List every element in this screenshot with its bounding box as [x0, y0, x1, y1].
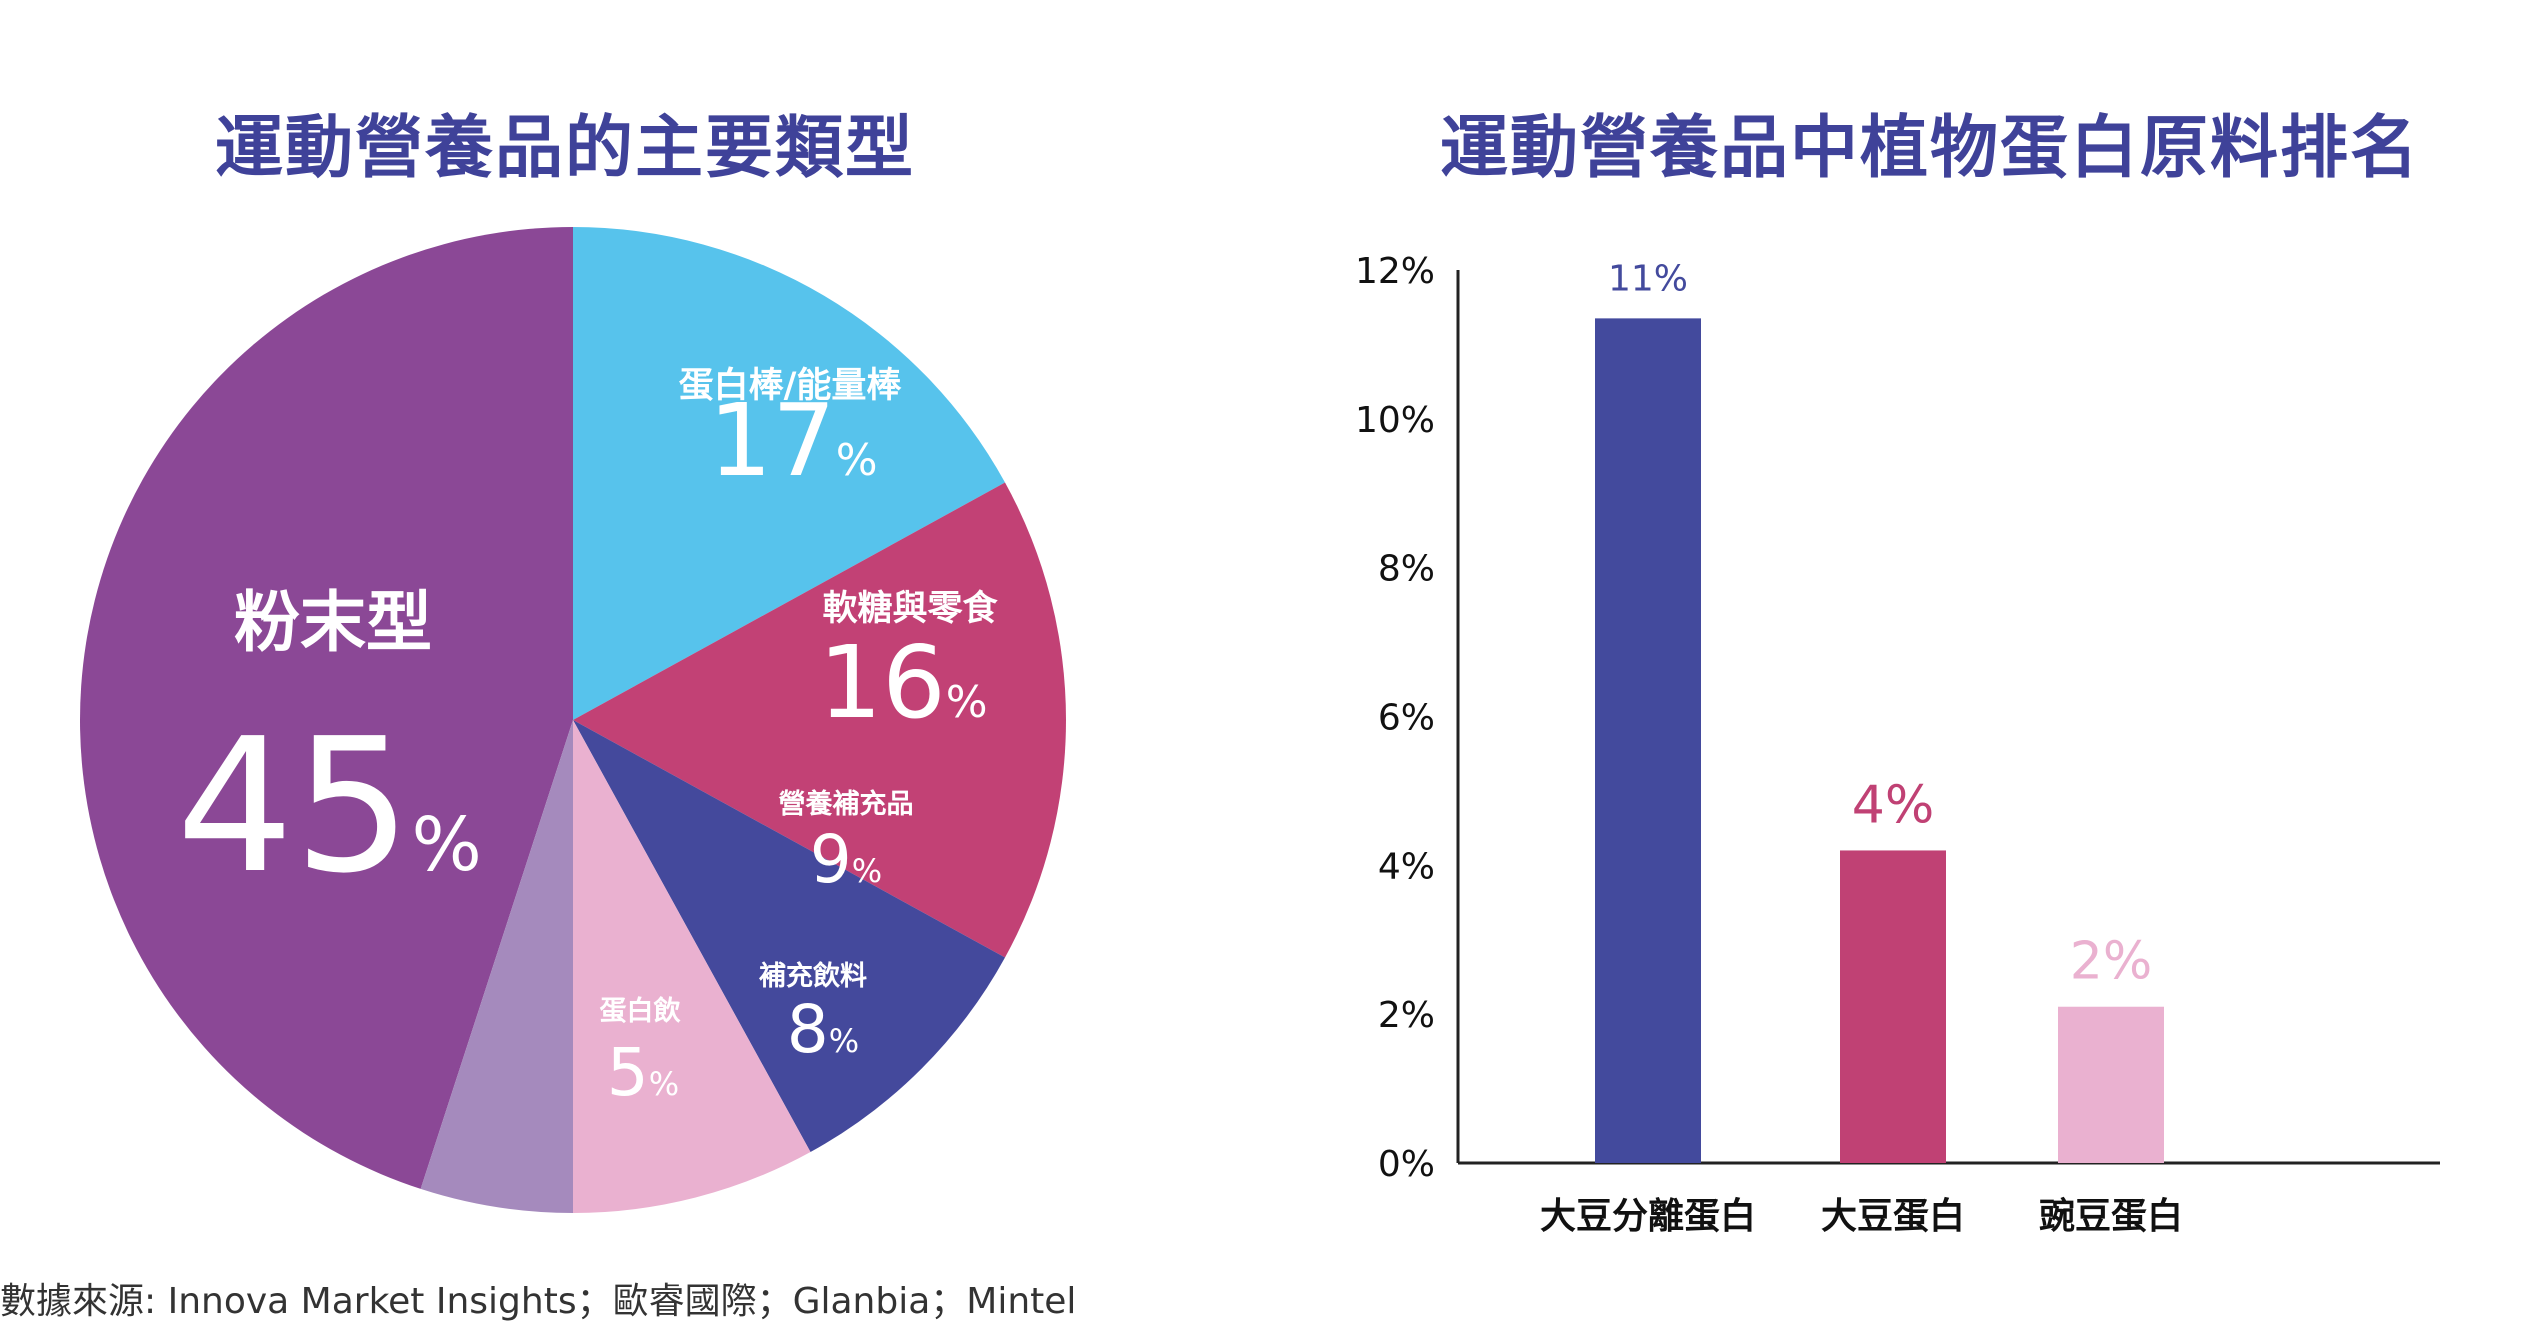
- pie-slice-label: 補充飲料: [758, 960, 867, 992]
- pie-slice-value: 45%: [176, 698, 482, 914]
- source-note: 數據來源: Innova Market Insights；歐睿國際；Glanbi…: [0, 1281, 1077, 1322]
- pie-slice-label: 粉末型: [234, 584, 432, 661]
- x-category-label: 大豆蛋白: [1821, 1196, 1965, 1237]
- y-tick-label: 10%: [1355, 400, 1435, 441]
- pie-slice: [420, 720, 573, 1213]
- x-category-label: 大豆分離蛋白: [1540, 1196, 1756, 1237]
- pie-slice-value: 17%: [708, 382, 877, 499]
- pie-slice-label: 蛋白棒/能量棒: [679, 366, 903, 406]
- y-tick-label: 4%: [1378, 846, 1435, 887]
- y-tick-label: 0%: [1378, 1144, 1435, 1185]
- pie-slice-value: 5%: [607, 1034, 679, 1111]
- bar-chart-title: 運動營養品中植物蛋白原料排名: [1440, 109, 2421, 188]
- pie-slice: [80, 227, 573, 1189]
- y-tick-label: 12%: [1355, 251, 1435, 292]
- bar-value-label: 2%: [2070, 932, 2153, 992]
- y-tick-label: 6%: [1378, 698, 1435, 739]
- pie-chart-title: 運動營養品的主要類型: [215, 109, 916, 188]
- pie-chart: [80, 227, 1066, 1213]
- pie-slice-value: 16%: [818, 624, 987, 741]
- pie-slice: [573, 482, 1066, 958]
- pie-slice: [573, 720, 1006, 1153]
- pie-slice-label: 蛋白飲: [600, 995, 682, 1027]
- bar-value-label: 4%: [1852, 775, 1935, 835]
- bar: [1595, 318, 1701, 1163]
- pie-slice: [573, 227, 1006, 720]
- pie-slice-label: 營養補充品: [779, 788, 914, 820]
- pie-slice: [573, 720, 811, 1213]
- bar: [2058, 1006, 2164, 1163]
- bar-chart: 0% 2% 4% 6% 8% 10% 12% 11% 大豆分離蛋白 4% 大豆蛋白 2% 豌豆蛋白: [1355, 251, 2440, 1237]
- pie-slice-value: 9%: [810, 821, 882, 898]
- pie-slice-label: 軟糖與零食: [822, 588, 998, 629]
- bar-value-label: 11%: [1608, 258, 1688, 299]
- x-category-label: 豌豆蛋白: [2039, 1196, 2183, 1237]
- y-tick-label: 8%: [1378, 549, 1435, 590]
- y-tick-label: 2%: [1378, 995, 1435, 1036]
- pie-slice-value: 8%: [787, 991, 859, 1068]
- bar: [1840, 850, 1946, 1163]
